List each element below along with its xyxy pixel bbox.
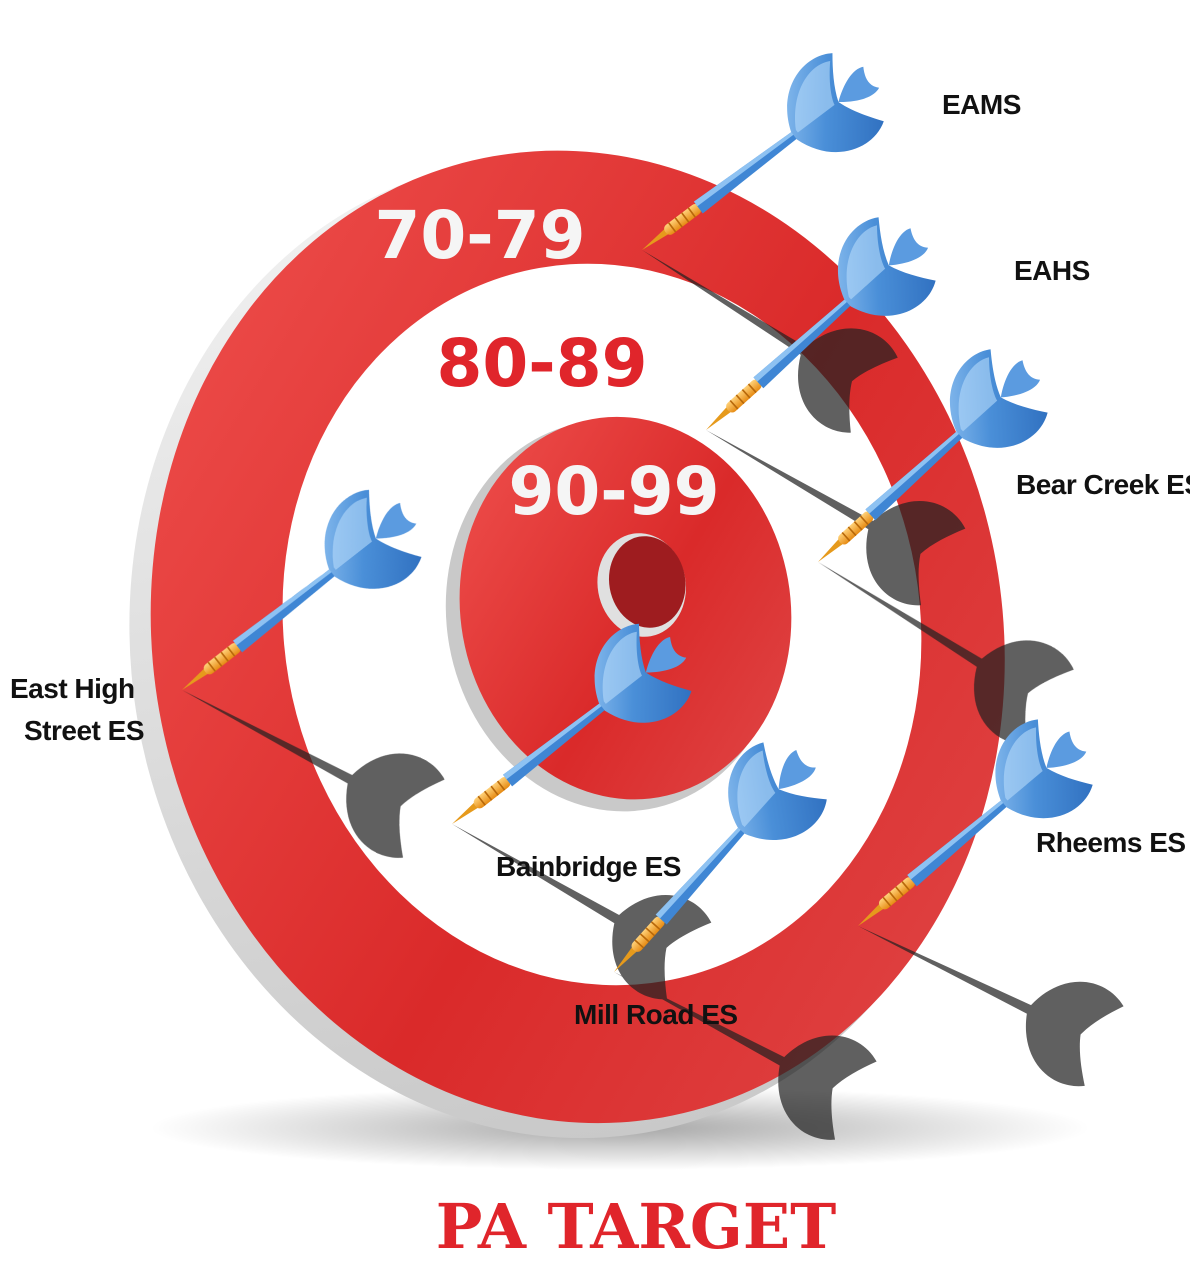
- bullseye: [608, 536, 686, 628]
- label-mill-road-es: Mill Road ES: [574, 999, 738, 1030]
- label-bear-creek-es: Bear Creek ES: [1016, 469, 1190, 500]
- page-title: PA TARGET: [436, 1190, 837, 1263]
- ring-label-70-79: 70-79: [374, 197, 585, 274]
- label-eahs: EAHS: [1014, 255, 1090, 286]
- target-icon: [129, 150, 1005, 1139]
- label-bainbridge-es: Bainbridge ES: [496, 851, 681, 882]
- label-east-high-street-es-line2: Street ES: [24, 715, 144, 746]
- ring-label-90-99: 90-99: [508, 453, 719, 530]
- label-eams: EAMS: [942, 89, 1021, 120]
- ring-label-80-89: 80-89: [436, 325, 647, 402]
- label-east-high-street-es-line1: East High: [10, 673, 135, 704]
- label-rheems-es: Rheems ES: [1036, 827, 1186, 858]
